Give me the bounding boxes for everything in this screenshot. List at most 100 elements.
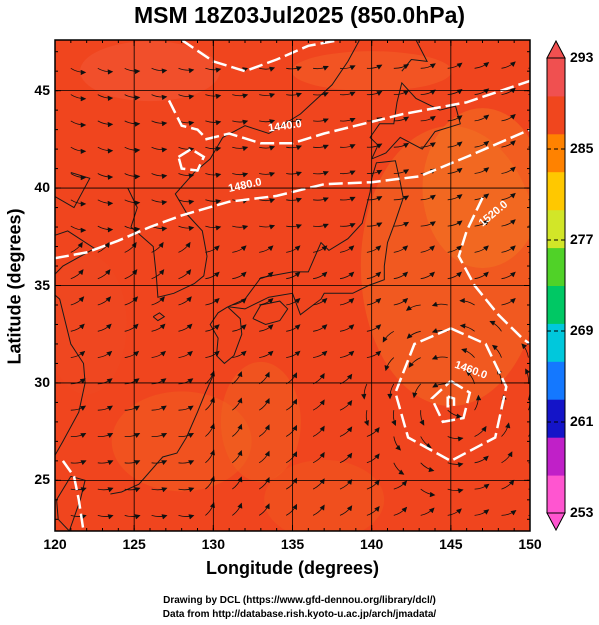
streamline-arrow (361, 393, 367, 400)
streamline-arrow (267, 271, 274, 278)
streamline-arrow (461, 348, 468, 354)
streamline-arrow (215, 93, 222, 99)
colorbar-max-arrow (546, 39, 566, 59)
streamline-arrow (134, 69, 141, 75)
streamline-arrow (267, 350, 274, 357)
contour-1460-outer (394, 327, 508, 463)
streamline-arrow (187, 350, 193, 357)
grid-lines (55, 40, 530, 531)
streamline-arrow (347, 452, 353, 459)
streamline-arrow (347, 373, 353, 380)
contour-label: 1440.0 (267, 118, 302, 135)
streamline-arrow (269, 66, 276, 72)
streamline-arrow (375, 297, 382, 304)
streamline-arrow (510, 114, 516, 120)
streamline-arrow (161, 68, 168, 74)
streamline-arrow (537, 219, 542, 224)
streamline-arrow (107, 69, 114, 75)
streamline-arrow (430, 115, 436, 121)
streamline-arrow (79, 323, 85, 330)
streamline-arrow (269, 198, 276, 204)
streamline-arrow (294, 271, 301, 278)
streamline-arrow (269, 93, 276, 98)
streamline-arrow (510, 140, 516, 146)
shading-patch (80, 41, 220, 102)
streamline-arrow (429, 491, 436, 498)
streamline-arrow (376, 222, 383, 228)
streamline-arrow (161, 147, 168, 153)
streamline-arrow (483, 509, 490, 515)
contour-small-ring (446, 395, 456, 408)
x-tick-label: 150 (518, 536, 542, 552)
streamline-arrow (376, 169, 383, 175)
streamline-arrow (292, 372, 298, 379)
korea-coast (127, 137, 224, 298)
streamline-arrow (483, 455, 489, 462)
streamline-arrow (161, 460, 168, 465)
streamline-arrow (456, 220, 463, 226)
streamline-arrow (403, 142, 410, 148)
streamline-arrow (187, 378, 194, 384)
streamline-arrow (188, 225, 195, 231)
streamline-arrow (525, 368, 530, 375)
shading-patch (220, 361, 301, 482)
streamline-arrow (481, 425, 487, 432)
streamline-arrow (161, 432, 168, 438)
colorbar-min-arrow (546, 512, 566, 532)
x-tick-label: 145 (439, 536, 463, 552)
streamline-arrow (432, 382, 439, 388)
streamline-arrow (538, 485, 543, 489)
streamline-arrow (107, 405, 113, 411)
streamline-arrow (510, 271, 516, 278)
streamline-arrow (160, 378, 167, 384)
streamline-arrow (349, 223, 356, 228)
streamline-arrow (294, 245, 301, 251)
streamline-arrow (321, 297, 328, 304)
streamline-arrow (292, 424, 298, 431)
streamline-arrow (107, 148, 114, 154)
colorbar-tick-label: 285 (570, 140, 594, 156)
streamline-arrow (296, 92, 302, 98)
streamline-arrow (456, 62, 463, 68)
streamline-arrow (80, 460, 87, 465)
streamline-arrow (134, 226, 141, 232)
streamline-arrow (321, 245, 328, 251)
streamline-arrow (269, 119, 276, 125)
streamline-arrow (134, 147, 141, 153)
streamline-arrow (240, 297, 247, 304)
streamline-arrow (240, 324, 247, 330)
streamline-arrow (161, 405, 167, 411)
streamline-arrow (322, 144, 329, 150)
streamline-arrow (347, 478, 353, 485)
streamline-arrow (375, 324, 382, 330)
streamline-arrow (430, 142, 436, 148)
streamline-arrow (431, 328, 438, 333)
streamline-arrow (296, 66, 302, 72)
contour-1440-north (180, 40, 341, 73)
streamline-arrow (401, 480, 408, 487)
y-tick-label: 40 (34, 179, 50, 196)
y-axis-label: Latitude (degrees) (4, 208, 25, 365)
streamline-arrow (456, 271, 462, 278)
streamline-arrow (483, 114, 490, 120)
streamline-arrow (403, 195, 410, 201)
streamline-arrow (215, 67, 222, 73)
streamline-arrow (403, 221, 410, 227)
streamline-arrow (134, 487, 141, 493)
streamline-arrow (188, 460, 195, 465)
streamline-arrow (376, 143, 383, 149)
streamline-arrow (430, 221, 436, 227)
streamline-arrow (214, 271, 220, 278)
streamline-arrow (531, 422, 535, 427)
streamline-arrow (348, 297, 355, 304)
streamlines (70, 61, 543, 520)
streamline-arrow (134, 121, 141, 127)
x-tick-label: 135 (280, 536, 305, 552)
streamline-arrow (294, 297, 301, 304)
shading-patch (264, 459, 385, 531)
streamline-arrow (431, 301, 438, 307)
streamline-arrow (391, 420, 397, 426)
streamline-arrow (77, 241, 83, 248)
y-tick-label: 30 (34, 373, 50, 390)
streamline-arrow (348, 271, 355, 278)
